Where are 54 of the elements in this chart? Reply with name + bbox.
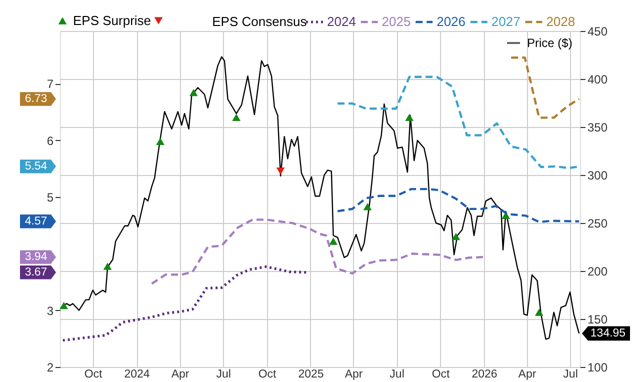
legend-label: EPS Surprise <box>73 12 152 28</box>
y2-tick-label: 450 <box>588 24 608 38</box>
text: 4.57 <box>24 215 48 228</box>
line-series <box>510 56 580 119</box>
x-tick-label: Oct <box>432 368 451 380</box>
line-series <box>336 188 580 224</box>
x-tick-label: Jul <box>390 368 404 380</box>
legend-title: EPS Consensus <box>212 14 308 29</box>
point <box>189 88 198 96</box>
y2-tick-label: 400 <box>588 72 608 86</box>
legend-label: 2026 <box>436 14 466 29</box>
x-tick-label: Oct <box>84 368 104 380</box>
y-tick-label: 5 <box>46 190 54 205</box>
legend-label: 2027 <box>491 14 520 29</box>
x-tick-label: Apr <box>171 368 190 380</box>
line-series <box>150 218 484 285</box>
point <box>156 138 164 146</box>
legend-label: 2025 <box>382 14 411 29</box>
point <box>405 114 414 122</box>
x-tick-label: Apr <box>344 368 363 380</box>
y2-tick-label: 200 <box>588 264 608 278</box>
y-tick-label: 3 <box>46 304 54 318</box>
x-tick-label: Jul <box>216 368 231 380</box>
point <box>60 302 68 310</box>
x-tick-label: 2024 <box>124 368 150 380</box>
x-tick-label: Oct <box>258 368 278 380</box>
legend-label: 2024 <box>327 14 356 29</box>
point <box>232 114 241 122</box>
y2-tick-label: 250 <box>588 216 608 230</box>
line-series <box>62 265 309 342</box>
point <box>363 203 372 210</box>
y-tick-label: 2 <box>46 360 54 374</box>
text: 3.67 <box>24 266 48 278</box>
data-label: 134.95 <box>590 327 626 340</box>
point <box>329 238 338 245</box>
point <box>103 262 112 270</box>
legend-label: 2028 <box>546 14 576 29</box>
point <box>452 232 460 240</box>
y2-tick-label: 100 <box>588 360 608 374</box>
text: 5.54 <box>24 160 48 172</box>
text: Price ($) <box>527 36 572 50</box>
y-tick-label: 7 <box>46 77 54 92</box>
point <box>276 168 285 175</box>
y-tick-label: 6 <box>46 134 54 148</box>
y2-tick-label: 350 <box>588 120 608 134</box>
x-tick-label: Apr <box>518 368 536 380</box>
y2-tick-label: 150 <box>588 312 608 326</box>
x-tick-label: 2025 <box>298 368 324 380</box>
x-tick-label: 2026 <box>472 368 498 380</box>
y2-tick-label: 300 <box>588 168 608 182</box>
point <box>534 308 544 316</box>
x-tick-label: Jul <box>563 368 578 380</box>
text: 6.73 <box>24 92 48 105</box>
text: 3.94 <box>24 251 48 264</box>
